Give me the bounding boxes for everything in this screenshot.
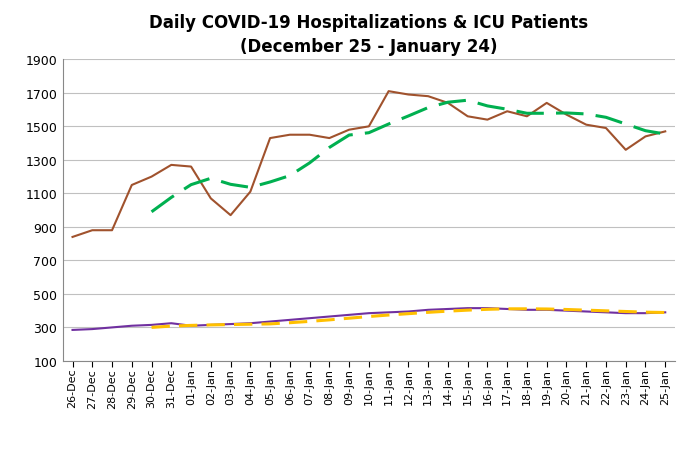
Title: Daily COVID-19 Hospitalizations & ICU Patients
(December 25 - January 24): Daily COVID-19 Hospitalizations & ICU Pa… [150, 14, 588, 56]
